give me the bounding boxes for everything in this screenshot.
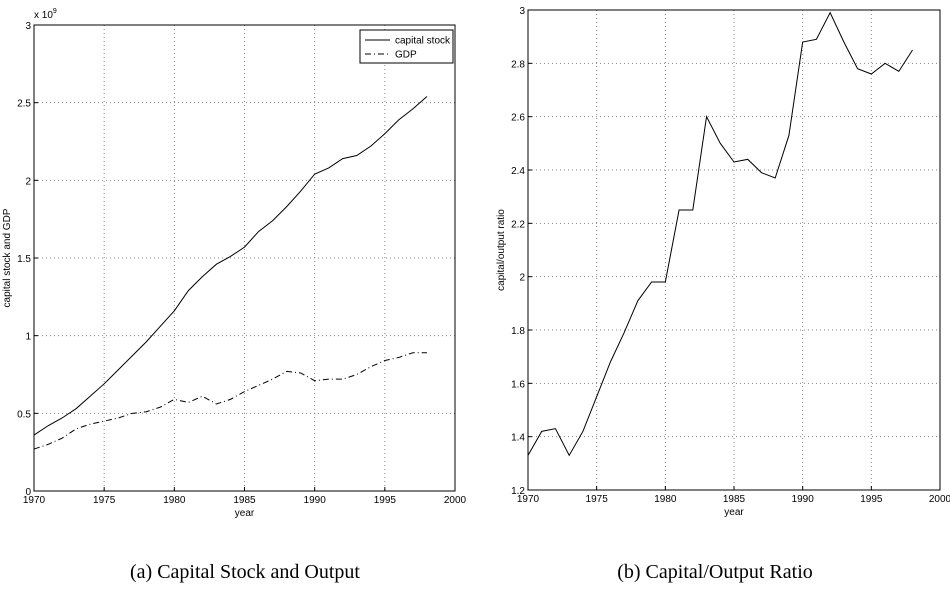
x-tick-label: 1975 [93,495,116,506]
x-axis-label: year [235,508,255,519]
x-tick-label: 2000 [929,494,950,505]
data-line [33,96,428,436]
x-tick-label: 2000 [444,495,467,506]
data-line [527,11,913,457]
plot-frame [527,9,941,491]
x-tick-label: 1980 [654,494,677,505]
y-axis-label: capital stock and GDP [2,208,13,307]
y-tick-label: 2.6 [511,113,525,124]
x-axis-label: year [724,507,744,518]
x-tick-label: 1990 [304,495,327,506]
y-tick-label: 2.4 [511,166,525,177]
legend-label: GDP [395,50,417,61]
caption: (b) Capital/Output Ratio [617,561,813,583]
y-tick-label: 1.4 [511,433,525,444]
y-tick-label: 1.2 [511,486,525,497]
y-tick-label: 0.5 [17,409,31,420]
y-tick-label: 0 [25,487,31,498]
x-tick-label: 1995 [860,494,883,505]
y-tick-label: 1.6 [511,379,525,390]
plot-frame [33,24,456,492]
y-tick-label: 2.2 [511,219,525,230]
x-tick-label: 1985 [723,494,746,505]
legend-box [359,29,454,64]
y-tick-label: 1.8 [511,326,525,337]
multiplier-exponent: 9 [53,8,57,15]
y-tick-label: 3 [25,21,31,32]
y-tick-label: 1 [25,332,31,343]
x-tick-label: 1975 [586,494,609,505]
caption: (a) Capital Stock and Output [130,561,360,583]
y-tick-label: 2.8 [511,59,525,70]
x-tick-label: 1970 [23,495,46,506]
y-tick-label: 1.5 [17,254,31,265]
multiplier-base: x 10 [34,10,53,21]
data-line [33,352,427,450]
y-tick-label: 2 [519,273,525,284]
y-axis-label: capital/output ratio [496,209,507,291]
y-tick-label: 2 [25,176,31,187]
y-tick-label: 3 [519,6,525,17]
x-tick-label: 1995 [374,495,397,506]
x-tick-label: 1970 [517,494,540,505]
legend-label: capital stock [395,36,451,47]
y-tick-label: 2.5 [17,99,31,110]
x-tick-label: 1980 [163,495,186,506]
y-multiplier: x 109 [34,8,57,21]
x-tick-label: 1990 [792,494,815,505]
x-tick-label: 1985 [233,495,256,506]
